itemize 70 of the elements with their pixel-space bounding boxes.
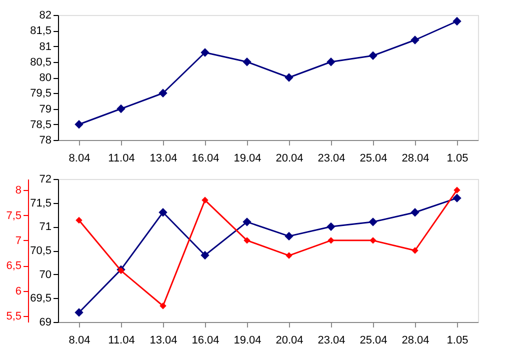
x-tick-label: 11.04: [108, 334, 135, 346]
y-tick-label: 72: [39, 174, 52, 186]
x-tick-label: 13.04: [150, 152, 178, 164]
point: [200, 48, 210, 57]
x-tick-label: 1.05: [446, 152, 468, 164]
x-tick-label: 28.04: [402, 334, 430, 346]
point: [326, 222, 336, 231]
x-tick-label: 16.04: [192, 152, 220, 164]
x-tick-label: 25.04: [360, 334, 388, 346]
point: [74, 120, 84, 129]
x-tick-label: 8.04: [68, 152, 90, 164]
y-tick-label: 70,5: [30, 245, 52, 257]
point: [242, 58, 252, 66]
point: [368, 218, 378, 226]
x-tick-label: 1.05: [446, 334, 468, 346]
point: [284, 73, 294, 82]
point: [160, 302, 166, 310]
y-tick-label: 69,5: [30, 292, 52, 305]
point: [74, 308, 84, 317]
point: [410, 208, 420, 217]
point: [412, 247, 418, 254]
x-tick-label: 16.04: [192, 334, 220, 346]
point: [284, 232, 294, 241]
point: [202, 196, 208, 204]
point: [242, 218, 252, 226]
x-tick-label: 11.04: [108, 152, 135, 164]
y-tick-label: 80,5: [30, 56, 52, 68]
point: [370, 237, 376, 244]
y-tick-label: 81,5: [30, 25, 52, 38]
point: [410, 36, 420, 44]
y2-tick-label: 7: [15, 234, 22, 247]
y-tick-label: 71: [39, 221, 52, 234]
x-tick-label: 28.04: [402, 152, 430, 164]
y2-tick-label: 5,5: [6, 310, 22, 322]
x-tick-label: 23.04: [318, 152, 346, 164]
y-tick-label: 80: [39, 72, 52, 84]
point: [452, 16, 462, 26]
point: [454, 186, 460, 194]
y2-tick-label: 7,5: [6, 210, 22, 222]
y2-tick-label: 6,5: [6, 260, 22, 272]
point: [244, 237, 250, 244]
x-tick-label: 23.04: [318, 334, 346, 346]
y-tick-label: 71,5: [30, 197, 52, 210]
x-tick-label: 19.04: [234, 152, 262, 164]
y2-tick-label: 6: [15, 285, 22, 298]
x-tick-label: 19.04: [234, 334, 262, 346]
x-tick-label: 13.04: [150, 334, 178, 346]
x-tick-label: 20.04: [276, 334, 304, 346]
point: [326, 58, 336, 66]
point: [200, 250, 210, 260]
x-tick-label: 25.04: [360, 152, 388, 164]
x-tick-label: 20.04: [276, 152, 304, 164]
y-tick-label: 70: [39, 268, 52, 281]
point: [286, 252, 292, 259]
point: [452, 194, 462, 202]
y-tick-label: 79,5: [30, 88, 52, 100]
point: [158, 88, 168, 98]
point: [328, 237, 334, 244]
point: [368, 51, 378, 60]
y-tick-label: 78,5: [30, 118, 52, 131]
point: [116, 104, 126, 114]
x-tick-label: 8.04: [68, 334, 90, 346]
y-tick-label: 78: [39, 134, 52, 146]
y-tick-label: 81: [39, 40, 52, 53]
y-tick-label: 79: [39, 103, 52, 116]
point: [76, 216, 82, 224]
y2-tick-label: 8: [15, 184, 22, 197]
y-tick-label: 69: [39, 316, 52, 328]
y-tick-label: 82: [39, 10, 52, 22]
point: [158, 208, 168, 217]
